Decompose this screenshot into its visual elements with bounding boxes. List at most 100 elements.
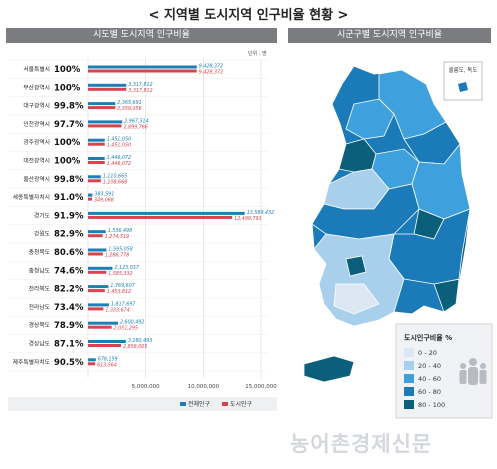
legend-swatch-total bbox=[180, 402, 186, 406]
bar-urban bbox=[88, 325, 112, 329]
category-label: 부산광역시 bbox=[23, 83, 50, 91]
ratio-label: 99.8% bbox=[54, 175, 84, 185]
value-label-total: 3,317,812 bbox=[128, 82, 152, 88]
value-label-urban: 1,451,050 bbox=[107, 143, 131, 149]
value-label-urban: 12,499,793 bbox=[234, 216, 261, 222]
map-legend-swatch bbox=[404, 361, 414, 370]
watermark-text: 농어촌경제신문 bbox=[290, 432, 433, 456]
category-label: 인천광역시 bbox=[23, 120, 50, 128]
map-legend-items: 0 - 20 20 - 40 40 - 60 60 - 80 80 - 100 bbox=[404, 348, 445, 409]
value-label-urban: 1,333,674 bbox=[105, 307, 129, 313]
bar-total bbox=[88, 321, 118, 325]
island-inset-box bbox=[443, 61, 483, 101]
value-label-urban: 1,453,812 bbox=[107, 289, 131, 295]
korea-map: 울릉도, 독도 도시인구비율 % 0 - 20 20 - 40 40 - 60 60 … bbox=[303, 61, 493, 419]
ratio-label: 82.2% bbox=[54, 285, 84, 295]
value-label-urban: 613,564 bbox=[97, 362, 117, 368]
ratio-label: 87.1% bbox=[54, 340, 84, 350]
ratio-label: 91.9% bbox=[54, 211, 84, 221]
bar-urban bbox=[88, 307, 104, 311]
legend-label-urban: 도시인구 bbox=[230, 401, 253, 408]
bar-total bbox=[88, 65, 197, 69]
bar-urban bbox=[88, 197, 93, 201]
bar-total bbox=[88, 285, 109, 289]
value-label-total: 678,159 bbox=[98, 356, 118, 362]
value-label-total: 1,769,607 bbox=[110, 283, 134, 289]
value-label-total: 9,428,372 bbox=[199, 64, 223, 70]
category-label: 경상북도 bbox=[29, 321, 51, 329]
map-legend-label: 0 - 20 bbox=[418, 349, 437, 357]
category-label: 강원도 bbox=[34, 230, 51, 238]
bar-urban bbox=[88, 289, 105, 293]
bar-total bbox=[88, 83, 127, 87]
value-label-total: 1,446,072 bbox=[107, 155, 131, 161]
bar-total bbox=[88, 211, 245, 215]
bar-urban bbox=[88, 362, 96, 366]
map-legend-swatch bbox=[404, 387, 414, 396]
region-jeonnam-south bbox=[333, 283, 380, 315]
bar-total bbox=[88, 230, 106, 234]
category-label: 경기도 bbox=[34, 211, 51, 219]
bar-total bbox=[88, 303, 109, 307]
category-label: 충청남도 bbox=[29, 266, 51, 274]
category-label: 광주광역시 bbox=[23, 138, 50, 146]
map-legend-label: 80 - 100 bbox=[418, 401, 445, 409]
value-label-urban: 2,858,005 bbox=[123, 344, 147, 350]
value-label-total: 1,451,050 bbox=[107, 137, 131, 143]
value-label-urban: 1,585,332 bbox=[108, 271, 132, 277]
value-label-total: 2,123,037 bbox=[114, 265, 138, 271]
category-label: 경상남도 bbox=[29, 340, 51, 348]
value-label-total: 1,110,665 bbox=[103, 173, 127, 179]
bar-total bbox=[88, 266, 113, 270]
bar-total bbox=[88, 175, 101, 179]
map-legend-label: 20 - 40 bbox=[418, 362, 441, 370]
bar-total bbox=[88, 248, 107, 252]
category-label: 전라남도 bbox=[29, 303, 51, 311]
ratio-label: 73.4% bbox=[54, 303, 84, 313]
value-label-urban: 9,428,372 bbox=[199, 70, 223, 76]
value-label-total: 2,365,691 bbox=[117, 100, 141, 106]
right-panel-title: 시군구별 도시지역 인구비율 bbox=[288, 28, 491, 43]
bar-urban bbox=[88, 106, 116, 110]
value-label-urban: 1,446,072 bbox=[107, 161, 131, 167]
unit-label: 단위 : 명 bbox=[248, 51, 267, 57]
value-label-urban: 2,359,056 bbox=[117, 106, 141, 112]
people-icon bbox=[459, 358, 487, 385]
chart-legend-box bbox=[8, 397, 277, 411]
category-label: 대구광역시 bbox=[23, 102, 50, 110]
region-busan-ulsan bbox=[433, 208, 471, 313]
value-label-total: 3,280,493 bbox=[128, 338, 152, 344]
bar-total bbox=[88, 102, 116, 106]
value-label-total: 1,536,498 bbox=[108, 228, 132, 234]
x-tick-label: 5,000,000 bbox=[132, 384, 160, 390]
region-gwangju bbox=[345, 255, 367, 277]
ratio-label: 100% bbox=[54, 138, 81, 148]
map-legend-swatch bbox=[404, 374, 414, 383]
value-label-total: 383,591 bbox=[94, 192, 114, 198]
bar-urban bbox=[88, 179, 101, 183]
map-legend-title: 도시인구비율 % bbox=[404, 333, 452, 342]
category-label: 전라북도 bbox=[29, 285, 51, 293]
bar-urban bbox=[88, 344, 121, 347]
value-label-total: 1,595,058 bbox=[108, 247, 132, 253]
value-label-urban: 1,286,778 bbox=[105, 253, 129, 259]
map-legend-swatch bbox=[404, 348, 414, 357]
island-label: 울릉도, 독도 bbox=[449, 67, 478, 74]
value-label-total: 2,967,314 bbox=[124, 118, 148, 124]
bar-urban bbox=[88, 234, 103, 238]
jeju-island bbox=[303, 355, 355, 383]
x-tick-label: 10,000,000 bbox=[188, 384, 220, 390]
ratio-label: 97.7% bbox=[54, 120, 84, 130]
bar-urban bbox=[88, 69, 197, 73]
bar-urban bbox=[88, 124, 122, 128]
value-label-total: 1,817,697 bbox=[111, 301, 135, 307]
value-label-urban: 2,899,766 bbox=[123, 124, 147, 130]
ratio-label: 80.6% bbox=[54, 248, 84, 258]
map-legend-label: 60 - 80 bbox=[418, 388, 441, 396]
value-label-total: 2,600,492 bbox=[120, 320, 144, 326]
ratio-label: 78.9% bbox=[54, 321, 84, 331]
map-legend-swatch bbox=[404, 400, 414, 409]
bar-urban bbox=[88, 161, 105, 164]
